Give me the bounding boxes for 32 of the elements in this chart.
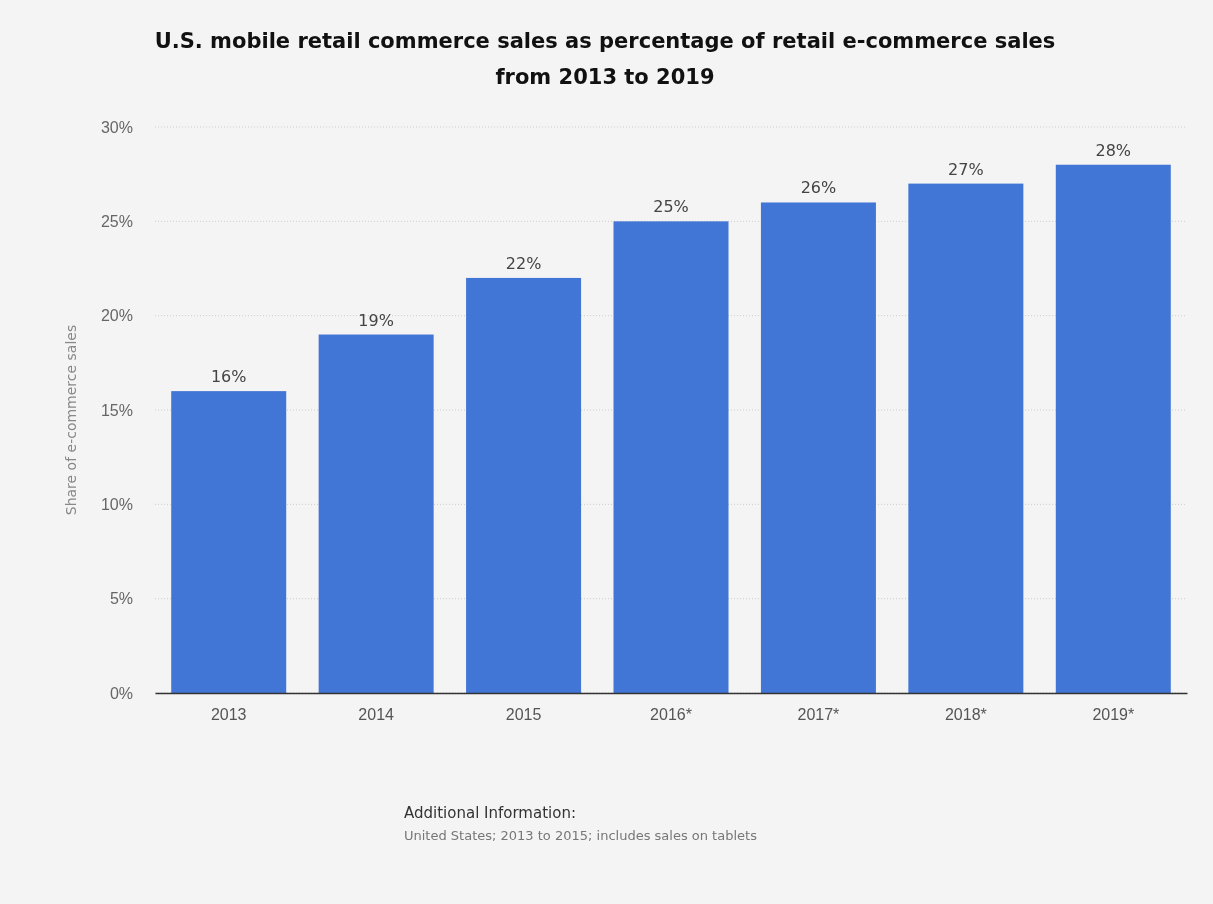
x-tick-label: 2015 <box>505 706 542 724</box>
y-axis-title: Share of e-commerce sales <box>63 324 79 516</box>
data-label: 25% <box>653 197 689 217</box>
data-label: 26% <box>800 178 837 198</box>
text: United States; 2013 to 2015; includes sales on tablets <box>404 828 758 843</box>
x-tick-label: 2017* <box>797 706 840 724</box>
x-tick-label: 2019* <box>1092 706 1135 724</box>
x-tick-label: 2018* <box>944 706 987 724</box>
data-label: 27% <box>948 159 984 179</box>
bar <box>908 183 1024 693</box>
chart-title: U.S. mobile retail commerce sales as percentage of retail e-commerce sales from 2013 to 2019 <box>154 29 1056 89</box>
text: Additional Information: <box>404 804 576 822</box>
x-tick-label: 2016* <box>650 706 692 724</box>
data-label: 16% <box>210 367 247 387</box>
x-tick-label: 2014 <box>358 706 395 724</box>
bar <box>1055 164 1171 693</box>
data-label: 19% <box>358 310 394 330</box>
bar <box>466 277 582 693</box>
data-label: 28% <box>1095 140 1132 160</box>
bar <box>171 391 287 693</box>
data-label: 22% <box>505 253 542 273</box>
y-tick-label: 20% <box>100 307 133 325</box>
bar <box>318 334 434 693</box>
bar <box>760 202 876 693</box>
y-tick-label: 5% <box>109 590 133 608</box>
y-tick-label: 10% <box>100 495 133 513</box>
y-tick-label: 0% <box>109 684 133 702</box>
y-tick-label: 30% <box>100 118 133 136</box>
bar <box>613 221 729 693</box>
y-tick-label: 25% <box>100 212 133 230</box>
x-tick-label: 2013 <box>210 706 247 724</box>
y-tick-label: 15% <box>100 401 133 419</box>
